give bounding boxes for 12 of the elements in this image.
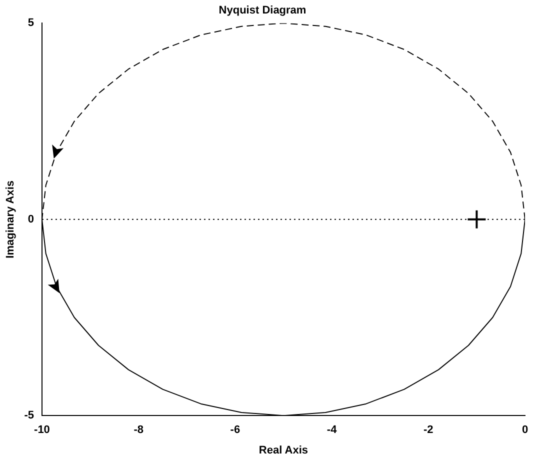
x-tick-label: -2 xyxy=(424,424,434,436)
x-tick-label: -4 xyxy=(326,424,338,436)
y-axis-title: Imaginary Axis xyxy=(4,180,17,258)
y-tick-label: 5 xyxy=(28,17,34,30)
x-tick-label: -6 xyxy=(230,424,240,436)
chart-title: Nyquist Diagram xyxy=(218,4,306,17)
x-tick-label: 0 xyxy=(522,424,528,436)
x-axis-title: Real Axis xyxy=(258,444,308,456)
y-tick-label: 0 xyxy=(28,213,34,226)
y-tick-label: -5 xyxy=(24,410,34,422)
x-tick-label: -10 xyxy=(34,424,50,436)
x-tick-label: -8 xyxy=(134,424,144,436)
